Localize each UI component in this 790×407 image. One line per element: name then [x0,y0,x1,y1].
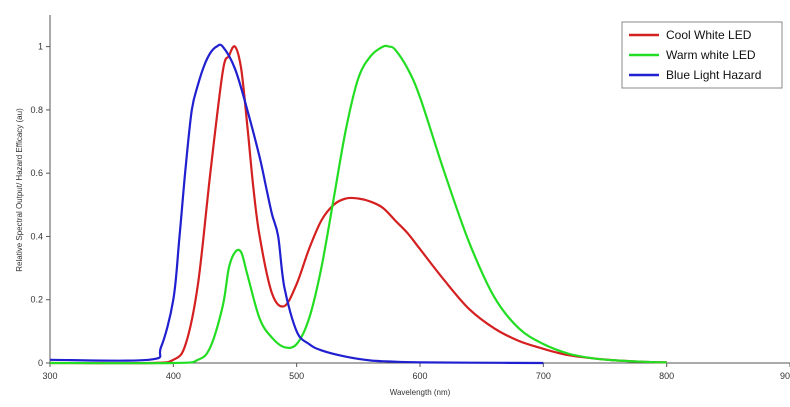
legend-label-blue-light-hazard: Blue Light Hazard [666,68,761,82]
y-tick-label: 0.2 [30,295,43,305]
x-tick-label: 500 [289,371,304,381]
legend-label-cool-white-led: Cool White LED [666,28,752,42]
series-line-warm-white-led [49,44,667,365]
legend: Cool White LED Warm white LED Blue Light H… [621,21,783,89]
series-lines [49,43,667,365]
x-tick-label: 90 [780,371,790,381]
legend-items: Cool White LED Warm white LED Blue Light H… [629,28,761,82]
x-tick-label: 400 [166,371,181,381]
y-tick-label: 0.4 [30,231,43,241]
x-axis-ticks: 300 400 500 600 700 800 90 [42,363,790,381]
y-tick-label: 1 [38,42,43,52]
y-axis-label: Relative Spectral Output/ Hazard Efficac… [15,108,24,272]
x-tick-label: 700 [536,371,551,381]
legend-label-warm-white-led: Warm white LED [666,48,756,62]
y-tick-label: 0.6 [30,168,43,178]
y-axis-ticks: 0 0.2 0.4 0.6 0.8 1 [30,42,50,368]
x-tick-label: 600 [412,371,427,381]
x-axis-label: Wavelength (nm) [390,388,451,397]
series-line-blue-light-hazard [49,43,544,365]
y-tick-label: 0 [38,358,43,368]
x-tick-label: 800 [659,371,674,381]
series-line-cool-white-led [49,45,667,365]
y-tick-label: 0.8 [30,105,43,115]
x-tick-label: 300 [42,371,57,381]
